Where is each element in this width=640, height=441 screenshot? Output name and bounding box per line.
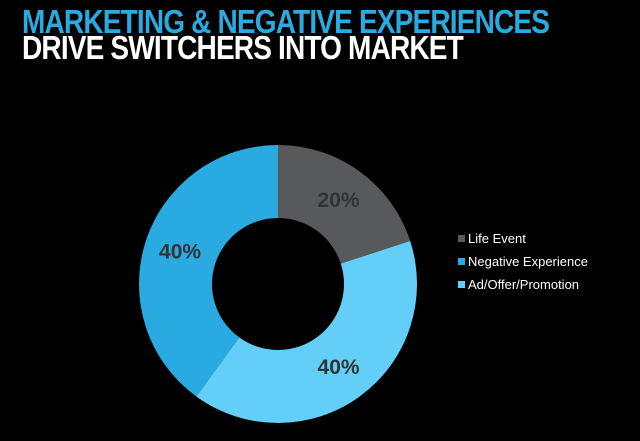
legend-label: Ad/Offer/Promotion — [468, 277, 580, 292]
legend-swatch-icon — [458, 235, 465, 242]
donut-segment-life-event — [278, 145, 411, 264]
title-line-1: MARKETING & NEGATIVE EXPERIENCES — [22, 3, 550, 40]
data-label: 40% — [318, 356, 360, 379]
legend-item-negative-experience: Negative Experience — [458, 255, 588, 268]
donut-segment-ad-offer-promotion — [196, 241, 418, 424]
title-line-2: DRIVE SWITCHERS INTO MARKET — [22, 29, 464, 66]
data-label: 20% — [318, 189, 360, 212]
data-label: 40% — [159, 241, 201, 264]
donut-segment-negative-experience — [138, 145, 278, 397]
slide-title: MARKETING & NEGATIVE EXPERIENCES DRIVE S… — [22, 3, 640, 66]
legend-label: Negative Experience — [468, 254, 588, 269]
legend-swatch-icon — [458, 258, 465, 265]
legend-label: Life Event — [468, 231, 526, 246]
chart-legend: Life Event Negative Experience Ad/Offer/Pr… — [458, 232, 588, 291]
legend-swatch-icon — [458, 281, 465, 288]
legend-item-life-event: Life Event — [458, 232, 588, 245]
legend-item-ad-offer-promotion: Ad/Offer/Promotion — [458, 278, 588, 291]
